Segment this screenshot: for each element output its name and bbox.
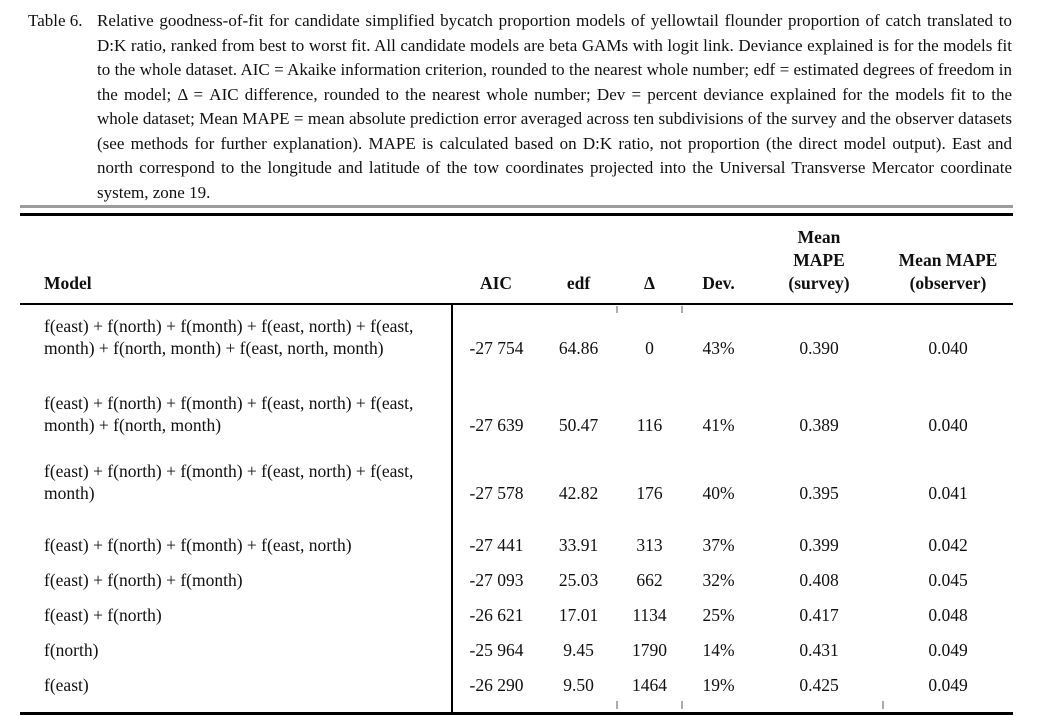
mape-survey-cell: 0.417 (799, 605, 839, 625)
aic-cell: -26 621 (469, 605, 524, 625)
delta-cell: 116 (636, 415, 663, 435)
delta-cell: 1464 (617, 666, 682, 715)
dev-cell: 25% (702, 605, 735, 625)
mape-observer-cell: 0.048 (928, 605, 968, 625)
model-cell: f(east) + f(north) + f(month) (20, 561, 453, 596)
column-header-edf: edf (540, 216, 617, 305)
mape-survey-cell: 0.408 (799, 570, 839, 590)
table-row: f(east) + f(north) + f(month) + f(east, … (20, 390, 1013, 458)
edf-cell: 50.47 (558, 415, 599, 435)
mape-survey-cell: 0.390 (799, 338, 839, 358)
aic-cell: -27 441 (469, 535, 524, 555)
mape-survey-cell: 0.395 (799, 483, 839, 503)
column-header-model: Model (20, 216, 452, 305)
table-top-rule-inner (20, 213, 1013, 216)
column-header-delta: Δ (617, 216, 682, 305)
column-separator-tick (616, 701, 618, 709)
delta-cell: 176 (636, 483, 663, 503)
mape-survey-cell: 0.431 (799, 640, 839, 660)
column-separator-tick (681, 306, 683, 313)
results-table: Model AIC edf Δ Dev. Mean MAPE (survey) … (20, 216, 1013, 715)
edf-cell: 42.82 (558, 483, 599, 503)
aic-cell: -25 964 (469, 640, 524, 660)
column-header-dev: Dev. (682, 216, 755, 305)
model-cell: f(east) + f(north) + f(month) + f(east, … (20, 390, 453, 458)
table-row: f(east) -26 290 9.50 1464 19% 0.425 0.04… (20, 666, 1013, 715)
mape-observer-cell: 0.040 (928, 415, 968, 435)
mape-survey-cell: 0.399 (799, 535, 839, 555)
table-row: f(east) + f(north) + f(month) -27 093 25… (20, 561, 1013, 596)
dev-cell: 43% (702, 338, 735, 358)
column-header-aic: AIC (452, 216, 540, 305)
mape-survey-cell: 0.425 (755, 666, 883, 715)
table-row: f(east) + f(north) -26 621 17.01 1134 25… (20, 596, 1013, 631)
column-separator-tick (616, 306, 618, 313)
mape-survey-cell: 0.389 (799, 415, 839, 435)
edf-cell: 25.03 (558, 570, 599, 590)
model-cell: f(east) + f(north) + f(month) + f(east, … (20, 304, 453, 390)
mape-observer-cell: 0.041 (928, 483, 968, 503)
aic-cell: -27 639 (469, 415, 524, 435)
edf-cell: 64.86 (558, 338, 599, 358)
edf-cell: 33.91 (558, 535, 599, 555)
edf-cell: 17.01 (558, 605, 599, 625)
mape-observer-cell: 0.045 (928, 570, 968, 590)
delta-cell: 313 (636, 535, 663, 555)
model-cell: f(east) + f(north) + f(month) + f(east, … (20, 526, 453, 561)
table-row: f(east) + f(north) + f(month) + f(east, … (20, 304, 1013, 390)
model-cell: f(east) + f(north) + f(month) + f(east, … (20, 458, 453, 526)
table-row: f(north) -25 964 9.45 1790 14% 0.431 0.0… (20, 631, 1013, 666)
aic-cell: -27 754 (469, 338, 524, 358)
column-header-mape-observer: Mean MAPE (observer) (883, 216, 1013, 305)
header-row: Model AIC edf Δ Dev. Mean MAPE (survey) … (20, 216, 1013, 305)
dev-cell: 37% (702, 535, 735, 555)
column-header-mape-survey: Mean MAPE (survey) (755, 216, 883, 305)
dev-cell: 41% (702, 415, 735, 435)
column-separator-tick (681, 701, 683, 709)
delta-cell: 1790 (632, 640, 667, 660)
table-top-rule-outer (20, 205, 1013, 208)
table-caption-label: Table 6. (28, 11, 83, 30)
table-caption-text: Relative goodness-of-fit for candidate s… (97, 11, 1012, 202)
table-caption: Table 6. Relative goodness-of-fit for ca… (28, 9, 1012, 205)
dev-cell: 14% (702, 640, 735, 660)
edf-cell: 9.50 (540, 666, 617, 715)
table-row: f(east) + f(north) + f(month) + f(east, … (20, 458, 1013, 526)
aic-cell: -27 578 (469, 483, 524, 503)
mape-observer-cell: 0.042 (928, 535, 968, 555)
model-cell: f(north) (20, 631, 453, 666)
dev-cell: 32% (702, 570, 735, 590)
aic-cell: -26 290 (452, 666, 540, 715)
model-cell: f(east) (20, 666, 453, 715)
column-separator-tick (882, 701, 884, 709)
edf-cell: 9.45 (563, 640, 594, 660)
dev-cell: 19% (682, 666, 755, 715)
delta-cell: 0 (645, 338, 654, 358)
table-row: f(east) + f(north) + f(month) + f(east, … (20, 526, 1013, 561)
delta-cell: 662 (636, 570, 663, 590)
model-cell: f(east) + f(north) (20, 596, 453, 631)
mape-observer-cell: 0.049 (883, 666, 1013, 715)
delta-cell: 1134 (632, 605, 667, 625)
mape-observer-cell: 0.049 (928, 640, 968, 660)
aic-cell: -27 093 (469, 570, 524, 590)
mape-observer-cell: 0.040 (928, 338, 968, 358)
dev-cell: 40% (702, 483, 735, 503)
